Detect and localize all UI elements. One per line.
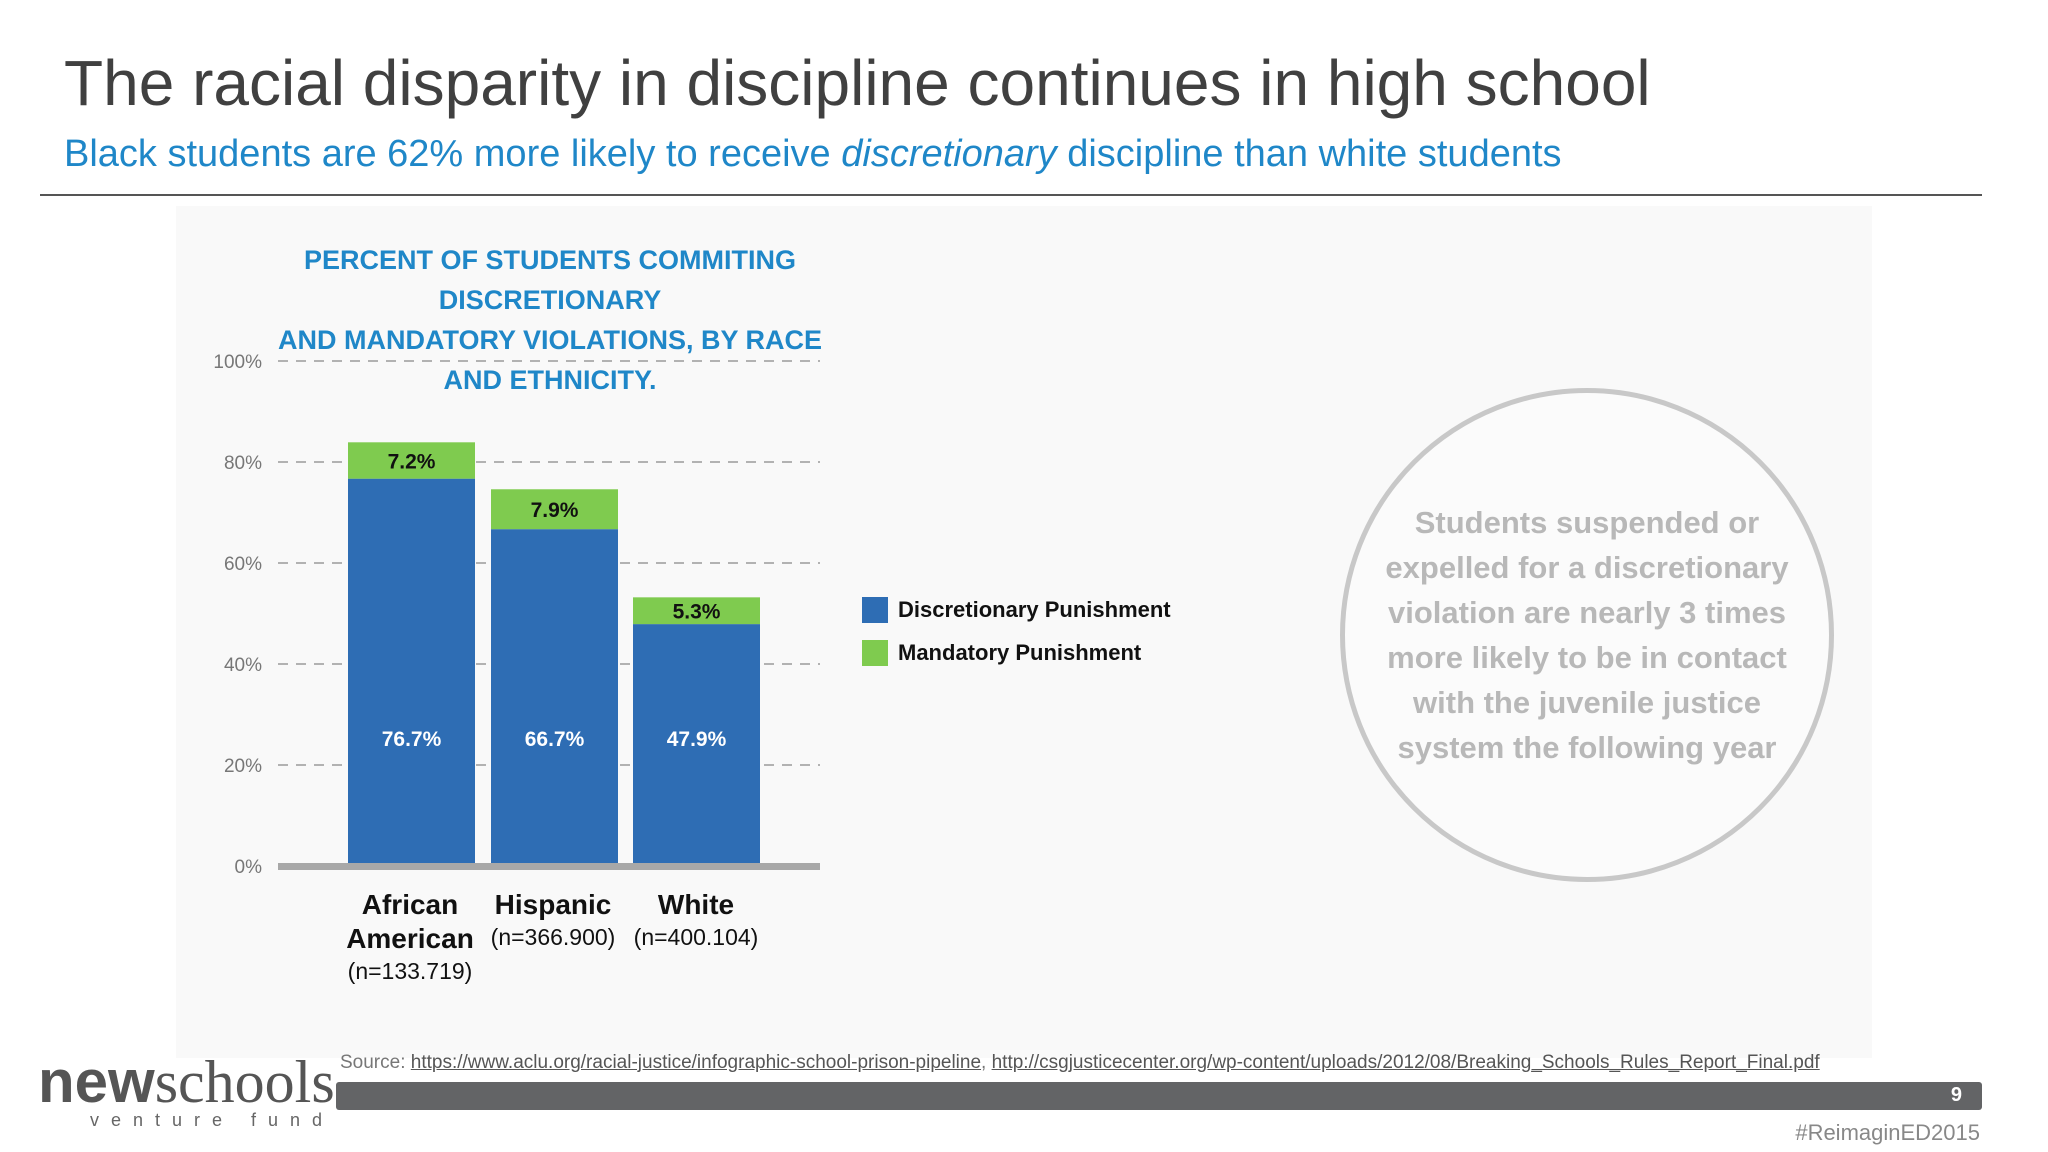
y-tick-label: 80% bbox=[224, 453, 262, 474]
legend-item-discretionary: Discretionary Punishment bbox=[862, 596, 1171, 624]
y-tick-label: 20% bbox=[224, 756, 262, 777]
callout-circle: Students suspended or expelled for a dis… bbox=[1340, 388, 1834, 882]
chart-title-line-1: PERCENT OF STUDENTS COMMITING DISCRETION… bbox=[304, 245, 796, 315]
source-link-aclu[interactable]: https://www.aclu.org/racial-justice/info… bbox=[410, 1052, 982, 1073]
category-name-line-1: African bbox=[361, 889, 459, 920]
bar-data-label: 66.7% bbox=[525, 728, 585, 751]
category-name-line-2: American bbox=[346, 923, 474, 954]
category-sample-size: (n=133.719) bbox=[347, 958, 473, 984]
category-name-line-1: Hispanic bbox=[494, 889, 612, 920]
legend-swatch-mandatory bbox=[862, 640, 888, 666]
category-sample-size: (n=400.104) bbox=[633, 924, 759, 950]
logo-word-schools: schools bbox=[154, 1049, 335, 1115]
bar-segment-mandatory bbox=[633, 597, 760, 625]
bar-data-label: 7.2% bbox=[388, 450, 436, 473]
y-tick-label: 0% bbox=[235, 857, 263, 878]
category-label-african-american: African American (n=133.719) bbox=[320, 888, 500, 986]
bar-segment-mandatory bbox=[491, 489, 618, 530]
bar-data-label: 7.9% bbox=[531, 499, 579, 522]
chart-title-line-2: AND MANDATORY VIOLATIONS, BY RACE AND ET… bbox=[277, 325, 823, 395]
logo-word-new: new bbox=[38, 1048, 155, 1115]
logo-wordmark: newschools bbox=[38, 1049, 335, 1115]
bar-data-label: 5.3% bbox=[673, 601, 721, 624]
legend-label-mandatory: Mandatory Punishment bbox=[898, 640, 1142, 665]
bar-segment-mandatory bbox=[348, 442, 475, 479]
source-link-csg[interactable]: http://csgjusticecenter.org/wp-content/u… bbox=[991, 1052, 1820, 1073]
event-hashtag: #ReimaginED2015 bbox=[1795, 1120, 1980, 1145]
category-name-line-1: White bbox=[657, 889, 735, 920]
y-tick-label: 40% bbox=[224, 655, 262, 676]
bar-segment-discretionary bbox=[348, 478, 475, 866]
page-number: 9 bbox=[1950, 1084, 1962, 1106]
subtitle-emphasis: discretionary bbox=[841, 133, 1057, 175]
newschools-logo: newschools venture fund bbox=[38, 1052, 335, 1131]
slide-subtitle: Black students are 62% more likely to re… bbox=[64, 133, 1562, 176]
title-divider bbox=[40, 194, 1982, 196]
y-tick-label: 100% bbox=[213, 352, 262, 373]
slide-title: The racial disparity in discipline conti… bbox=[64, 47, 1651, 119]
source-label: Source: bbox=[340, 1052, 411, 1073]
footer-bar: 9 bbox=[336, 1082, 1982, 1110]
bar-segment-discretionary bbox=[633, 624, 760, 866]
category-label-white: White (n=400.104) bbox=[606, 888, 786, 952]
chart-legend: Discretionary Punishment Mandatory Punis… bbox=[862, 596, 1171, 682]
source-citation: Source: https://www.aclu.org/racial-just… bbox=[340, 1052, 1820, 1074]
subtitle-start: Black students are 62% more likely to re… bbox=[64, 133, 842, 175]
bar-data-label: 76.7% bbox=[382, 728, 442, 751]
legend-swatch-discretionary bbox=[862, 597, 888, 623]
x-axis-baseline bbox=[278, 863, 820, 870]
bar-segment-discretionary bbox=[491, 529, 618, 866]
source-separator: , bbox=[981, 1052, 992, 1073]
legend-item-mandatory: Mandatory Punishment bbox=[862, 639, 1171, 667]
chart-title: PERCENT OF STUDENTS COMMITING DISCRETION… bbox=[250, 240, 850, 400]
legend-label-discretionary: Discretionary Punishment bbox=[898, 597, 1171, 622]
callout-text: Students suspended or expelled for a dis… bbox=[1385, 505, 1789, 765]
logo-tagline: venture fund bbox=[90, 1110, 335, 1130]
bar-data-label: 47.9% bbox=[667, 728, 727, 751]
category-label-hispanic: Hispanic (n=366.900) bbox=[463, 888, 643, 952]
subtitle-end: discipline than white students bbox=[1056, 133, 1562, 175]
y-tick-label: 60% bbox=[224, 554, 262, 575]
category-sample-size: (n=366.900) bbox=[490, 924, 616, 950]
